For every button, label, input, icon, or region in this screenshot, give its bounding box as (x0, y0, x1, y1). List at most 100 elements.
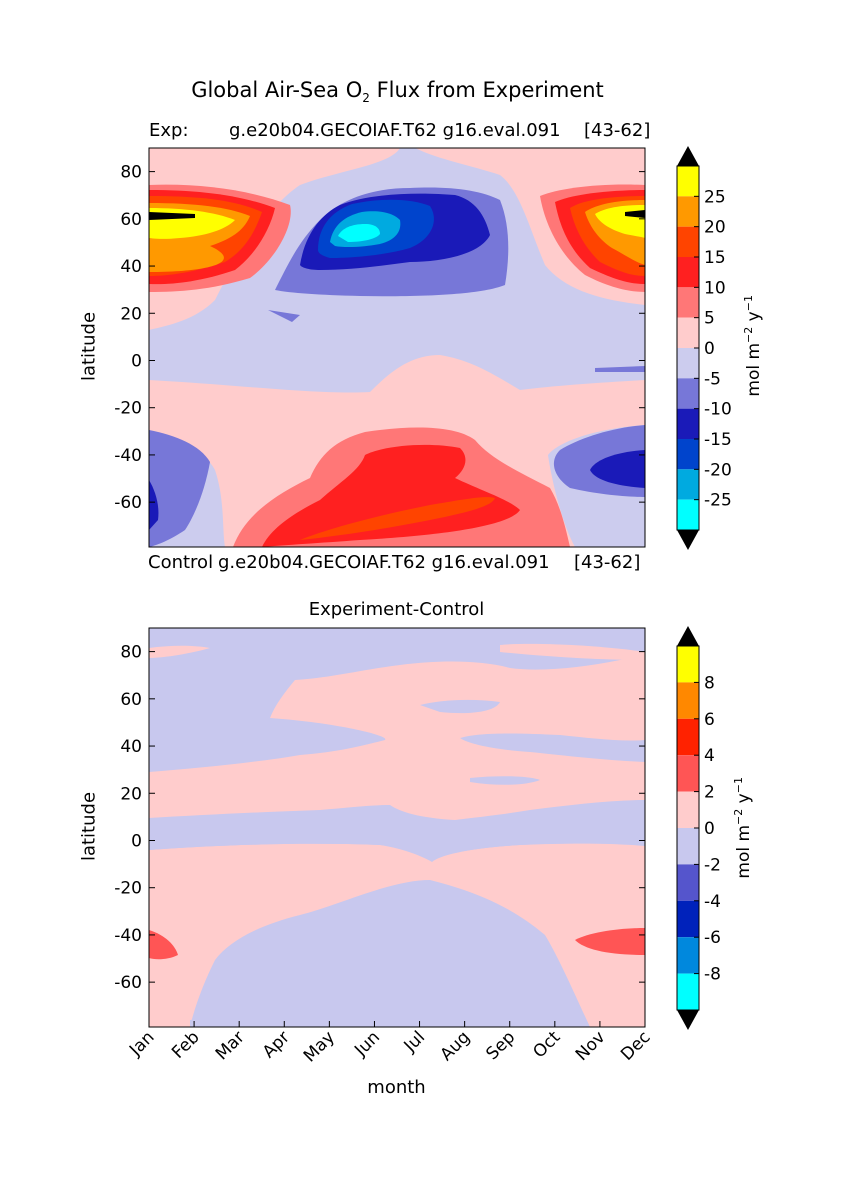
colorbar-tick-label: -20 (704, 460, 732, 480)
panel1-contour-ne-10 (540, 184, 645, 292)
ytick-label: 0 (131, 831, 142, 851)
panel2-plot (149, 628, 645, 1027)
colorbar-tick-label: 6 (704, 710, 715, 730)
panel1-contour-s-10 (233, 427, 570, 547)
panel1-contour-nw-max (149, 208, 235, 239)
colorbar-swatch (677, 755, 699, 792)
figure-title: Global Air-Sea O2 Flux from Experiment (191, 78, 604, 106)
colorbar-tick-label: -10 (704, 400, 732, 420)
xtick-label: Jan (125, 1027, 158, 1060)
xtick-label: Sep (482, 1027, 519, 1064)
colorbar-swatch (677, 791, 699, 828)
xtick-label: Jul (400, 1027, 429, 1056)
panel2-contour-north-east-tip (500, 643, 645, 660)
colorbar-tick-label: 2 (704, 783, 715, 803)
colorbar-swatch (677, 937, 699, 974)
panel2-contour-sw-positive (149, 930, 178, 960)
colorbar-swatch (677, 166, 699, 197)
panel1-yticks: 80 60 40 20 0 -20 -40 -60 (114, 163, 645, 513)
colorbar-tick-label: 10 (704, 278, 726, 298)
control-years: [43-62] (574, 552, 641, 573)
panel2-contour-se-positive (575, 928, 645, 955)
panel1-frame (148, 147, 646, 548)
xtick-label: Nov (572, 1027, 610, 1065)
panel2-contour-inner-blue-2 (470, 776, 540, 785)
ytick-label: -60 (114, 973, 142, 993)
panel1-contour-n-neg20 (330, 211, 401, 248)
panel2-contour-south-tip (190, 1018, 215, 1027)
colorbar-swatch (677, 973, 699, 1010)
panel1-plot (149, 148, 645, 547)
panel2-frame (148, 627, 646, 1028)
colorbar-tick-label: -8 (704, 965, 721, 985)
panel2-xlabel: month (367, 1077, 426, 1098)
colorbar-extend-top (677, 146, 699, 166)
xtick-label: Dec (617, 1027, 654, 1064)
panel1-contour-sw-neg10 (149, 480, 159, 530)
ytick-label: 40 (120, 257, 142, 277)
xtick-label: Jun (350, 1027, 384, 1061)
panel1-contour-ne-max (595, 205, 645, 238)
panel1-contour-n-neg15 (318, 199, 434, 258)
colorbar-swatch (677, 499, 699, 530)
colorbar-swatch (677, 864, 699, 901)
panel2-ylabel: latitude (78, 791, 100, 862)
colorbar-tick-label: 15 (704, 248, 726, 268)
panel1-contour-nw-20 (149, 196, 262, 276)
panel2-xticks: Jan Feb Mar Apr May Jun Jul Aug Sep Oct Nov Dec (125, 1021, 655, 1066)
ytick-label: 0 (131, 351, 142, 371)
exp-case: g.e20b04.GECOIAF.T62 g16.eval.091 (229, 120, 561, 141)
colorbar-tick-label: -2 (704, 855, 721, 875)
xtick-label: Feb (168, 1027, 203, 1062)
colorbar-tick-label: -15 (704, 430, 732, 450)
panel1-ylabel: latitude (78, 311, 100, 382)
colorbar-tick-label: 25 (704, 187, 726, 207)
colorbar-tick-label: 8 (704, 673, 715, 693)
panel1-contour-equator-negative (149, 362, 300, 372)
colorbar-swatch (677, 287, 699, 318)
colorbar-extend-bottom (677, 530, 699, 550)
panel1-contour-sw-neg5 (149, 430, 210, 547)
control-case: g.e20b04.GECOIAF.T62 g16.eval.091 (218, 552, 550, 573)
colorbar2-label: mol m−2 y−1 (732, 777, 754, 879)
panel1-contour-ne-extreme (625, 210, 645, 218)
colorbar-swatch (677, 317, 699, 348)
colorbar-swatch (677, 408, 699, 439)
colorbar-frame (676, 645, 700, 1011)
ytick-label: -40 (114, 926, 142, 946)
panel1-contour-ne-15 (555, 190, 645, 284)
ytick-label: 20 (120, 784, 142, 804)
panel2-contour-north-positive (149, 655, 645, 820)
ytick-label: 80 (120, 643, 142, 663)
panel1-contour-n-neg10 (300, 193, 490, 270)
colorbar-swatch (677, 469, 699, 500)
ytick-label: 20 (120, 304, 142, 324)
colorbar1-label: mol m−2 y−1 (742, 295, 764, 397)
colorbar-swatch (677, 828, 699, 865)
colorbar-swatch (677, 682, 699, 719)
panel1-background-band (149, 148, 645, 547)
colorbar-swatch (677, 348, 699, 379)
ytick-label: 40 (120, 737, 142, 757)
xtick-label: Apr (259, 1027, 294, 1062)
panel2-contour-north-tip (149, 645, 210, 658)
xtick-label: Aug (437, 1027, 475, 1065)
colorbar-tick-label: 4 (704, 746, 715, 766)
ytick-label: 60 (120, 690, 142, 710)
panel1-contour-n-neg5 (275, 187, 509, 297)
ytick-label: -40 (114, 446, 142, 466)
panel1-contour-s-15 (262, 444, 520, 547)
colorbar-extend-top (677, 626, 699, 646)
colorbar-swatch (677, 226, 699, 257)
panel1-contour-nw-25 (149, 203, 250, 272)
colorbar-swatch (677, 378, 699, 409)
ytick-label: 80 (120, 163, 142, 183)
ytick-label: -20 (114, 399, 142, 419)
panel2-contour-south-positive (149, 843, 645, 1027)
panel1-contour-equator-strip-e (595, 366, 645, 372)
panel2-yticks: 80 60 40 20 0 -20 -40 -60 (114, 643, 645, 993)
colorbar-swatch (677, 900, 699, 938)
colorbar-tick-label: 20 (704, 218, 726, 238)
ytick-label: 60 (120, 210, 142, 230)
